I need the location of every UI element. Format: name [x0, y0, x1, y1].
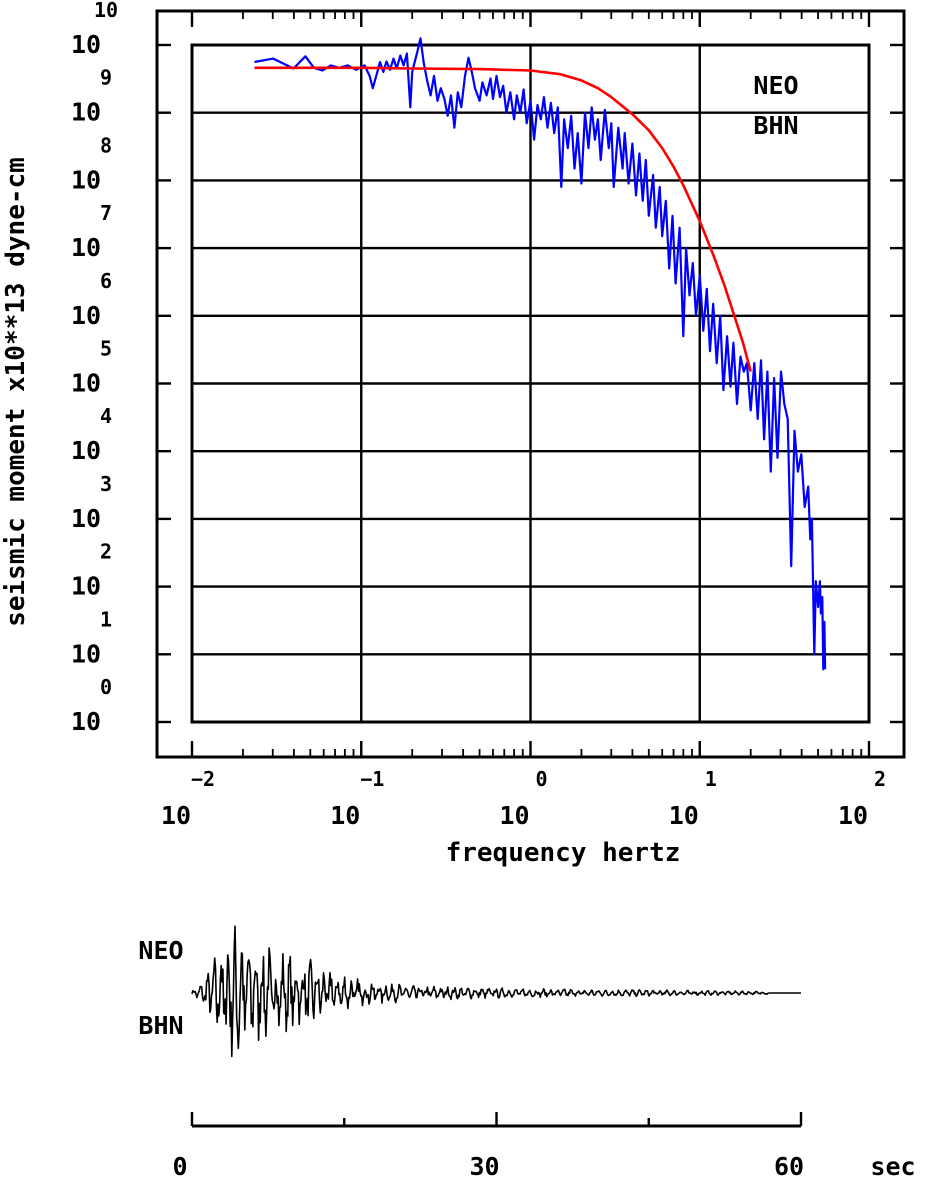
- y-axis-title: seismic moment x10**13 dyne-cm: [1, 157, 31, 627]
- y-tick-exponent: 8: [100, 133, 112, 157]
- y-tick-label: 10: [71, 504, 101, 533]
- time-axis-ticks: [190, 1112, 803, 1126]
- time-tick-label: 60: [774, 1152, 804, 1181]
- y-tick-exponent: 1: [100, 607, 112, 631]
- y-tick-label: 10: [71, 436, 101, 465]
- x-tick-label: 10: [161, 801, 191, 830]
- y-tick-exponent: 3: [100, 472, 112, 496]
- y-tick-exponent: 2: [100, 540, 112, 564]
- time-tick-label: 0: [172, 1152, 187, 1181]
- minor-ticks: [157, 11, 904, 757]
- series-model-fit: [254, 66, 752, 372]
- y-tick-labels: 10 0 10 1 10 2 10 3 10 4 10 5 10 6 10 7 10 8 10 9 10 10: [71, 0, 118, 736]
- y-tick-exponent: 6: [100, 269, 112, 293]
- time-tick-label: 30: [469, 1152, 499, 1181]
- seismogram-label-bhn: BHN: [138, 1011, 183, 1040]
- x-tick-label: 10: [838, 801, 868, 830]
- x-tick-exponent: 1: [705, 767, 717, 791]
- y-tick-exponent: 7: [100, 201, 112, 225]
- seismogram-trace: [191, 925, 770, 1058]
- time-axis-labels: 0 30 60: [172, 1152, 804, 1181]
- x-tick-label: 10: [330, 801, 360, 830]
- y-tick-exponent: 4: [100, 404, 112, 428]
- series-layer: [254, 37, 827, 671]
- y-tick-label: 10: [71, 165, 101, 194]
- y-tick-exponent: 10: [94, 0, 118, 22]
- y-tick-label: 10: [71, 301, 101, 330]
- x-tick-exponent: 0: [535, 767, 547, 791]
- y-tick-label: 10: [71, 572, 101, 601]
- y-tick-exponent: 9: [100, 66, 112, 90]
- station-label-bhn: BHN: [753, 111, 798, 140]
- y-tick-label: 10: [71, 98, 101, 127]
- series-observed-spectrum: [254, 37, 827, 671]
- x-tick-label: 10: [499, 801, 529, 830]
- x-tick-exponent: 2: [874, 767, 886, 791]
- seismogram-label-neo: NEO: [138, 936, 183, 965]
- station-label-neo: NEO: [753, 71, 798, 100]
- y-tick-exponent: 5: [100, 337, 112, 361]
- x-tick-label: 10: [669, 801, 699, 830]
- y-tick-label: 10: [71, 369, 101, 398]
- x-tick-exponent: −2: [191, 767, 215, 791]
- y-tick-label: 10: [71, 233, 101, 262]
- y-tick-label: 10: [71, 639, 101, 668]
- y-tick-label: 10: [71, 707, 101, 736]
- time-axis-unit: sec: [870, 1152, 915, 1181]
- y-tick-exponent: 0: [100, 675, 112, 699]
- x-tick-exponent: −1: [360, 767, 384, 791]
- y-tick-label: 10: [71, 30, 101, 59]
- x-axis-title: frequency hertz: [446, 838, 681, 868]
